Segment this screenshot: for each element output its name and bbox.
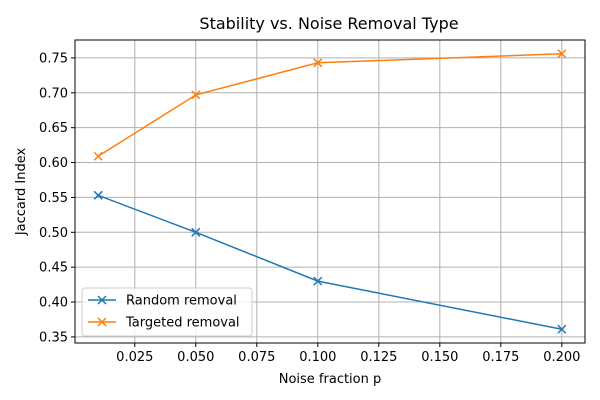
x-tick-label: 0.200 (543, 350, 580, 365)
data-point-marker (191, 227, 201, 237)
data-point-marker (93, 190, 103, 200)
y-tick-label: 0.40 (39, 296, 68, 311)
y-axis-ticks: 0.35 0.40 0.45 0.50 0.55 0.60 0.65 0.70 0.75 (39, 51, 75, 345)
y-tick-label: 0.70 (39, 86, 68, 101)
data-point-marker (93, 151, 103, 161)
series-random-removal (93, 190, 567, 334)
data-point-marker (557, 324, 567, 334)
x-tick-label: 0.075 (238, 350, 275, 365)
x-tick-label: 0.025 (116, 350, 153, 365)
data-point-marker (313, 58, 323, 68)
legend-swatch-marker (97, 295, 107, 305)
legend-swatch-marker (97, 317, 107, 327)
chart-title: Stability vs. Noise Removal Type (199, 14, 458, 33)
y-tick-label: 0.65 (39, 121, 68, 136)
legend-frame (81, 287, 253, 337)
y-tick-label: 0.35 (39, 330, 68, 345)
plot-frame (74, 39, 586, 344)
y-tick-label: 0.50 (39, 226, 68, 241)
data-point-marker (191, 90, 201, 100)
series-targeted-removal (93, 49, 567, 161)
x-tick-label: 0.150 (421, 350, 458, 365)
series-line (97, 52, 562, 157)
x-axis-label: Noise fraction p (279, 372, 382, 387)
legend: Random removal Targeted removal (81, 287, 253, 337)
x-tick-label: 0.175 (482, 350, 519, 365)
x-tick-label: 0.125 (360, 350, 397, 365)
y-tick-label: 0.60 (39, 156, 68, 171)
x-axis-ticks: 0.025 0.050 0.075 0.100 0.125 0.150 0.175 0.200 (116, 343, 580, 365)
y-tick-label: 0.75 (39, 51, 68, 66)
legend-entry: Targeted removal (88, 316, 240, 331)
data-point-marker (557, 49, 567, 59)
y-axis-label: Jaccard Index (14, 148, 29, 237)
series-layer (93, 49, 567, 334)
legend-label: Targeted removal (125, 316, 240, 331)
y-tick-label: 0.55 (39, 191, 68, 206)
grid-lines (75, 40, 585, 343)
legend-label: Random removal (126, 294, 237, 309)
data-point-marker (313, 276, 323, 286)
legend-entry: Random removal (88, 294, 237, 309)
x-tick-label: 0.050 (177, 350, 214, 365)
y-tick-label: 0.45 (39, 261, 68, 276)
x-tick-label: 0.100 (299, 350, 336, 365)
series-line (97, 194, 562, 330)
